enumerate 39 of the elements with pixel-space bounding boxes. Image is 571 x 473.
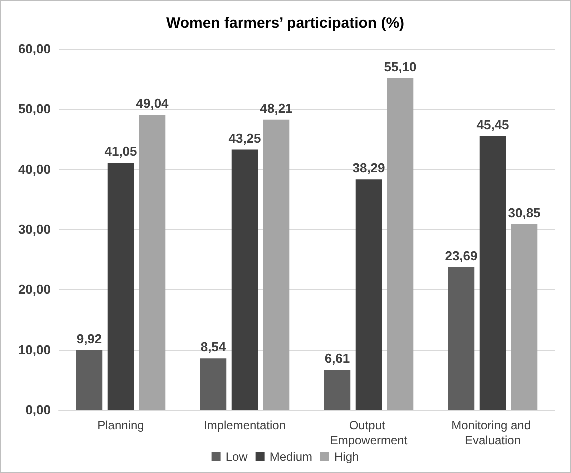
bar <box>200 358 227 410</box>
data-label: 6,61 <box>324 351 350 366</box>
legend-label: Low <box>226 450 248 464</box>
bar <box>480 136 506 410</box>
data-label: 23,69 <box>445 248 478 264</box>
bar <box>108 163 134 410</box>
bar <box>448 267 475 410</box>
bar <box>263 120 290 410</box>
data-label: 55,10 <box>384 59 417 74</box>
x-tick-label: Implementation <box>204 418 286 432</box>
bar <box>232 150 258 410</box>
y-tick-label: 0,00 <box>26 402 51 418</box>
data-label: 49,04 <box>136 96 170 111</box>
data-label: 8,54 <box>200 340 227 355</box>
bar <box>511 224 538 410</box>
legend-label: Medium <box>270 450 313 464</box>
bar <box>76 350 103 410</box>
x-tick-label: Planning <box>98 418 144 432</box>
x-tick-label: Output Empowerment <box>330 418 408 448</box>
data-label: 30,85 <box>508 205 541 220</box>
y-tick-label: 50,00 <box>18 102 51 117</box>
x-tick-label: Monitoring and Evaluation <box>452 418 534 448</box>
bar <box>139 114 166 410</box>
bar <box>387 78 414 410</box>
data-label: 43,25 <box>228 130 262 146</box>
chart-title: Women farmers’ participation (%) <box>166 15 405 32</box>
data-label: 9,92 <box>76 331 102 346</box>
data-label: 48,21 <box>260 100 293 116</box>
bar <box>356 180 382 410</box>
y-tick-label: 20,00 <box>18 282 51 298</box>
data-label: 45,45 <box>476 118 510 133</box>
legend-label: High <box>334 450 360 464</box>
y-tick-label: 10,00 <box>18 342 51 358</box>
bar <box>324 370 351 410</box>
y-tick-label: 60,00 <box>18 42 51 56</box>
y-tick-label: 40,00 <box>18 162 51 177</box>
data-label: 41,05 <box>104 144 138 160</box>
y-tick-label: 30,00 <box>18 222 51 237</box>
data-label: 38,29 <box>352 160 386 176</box>
